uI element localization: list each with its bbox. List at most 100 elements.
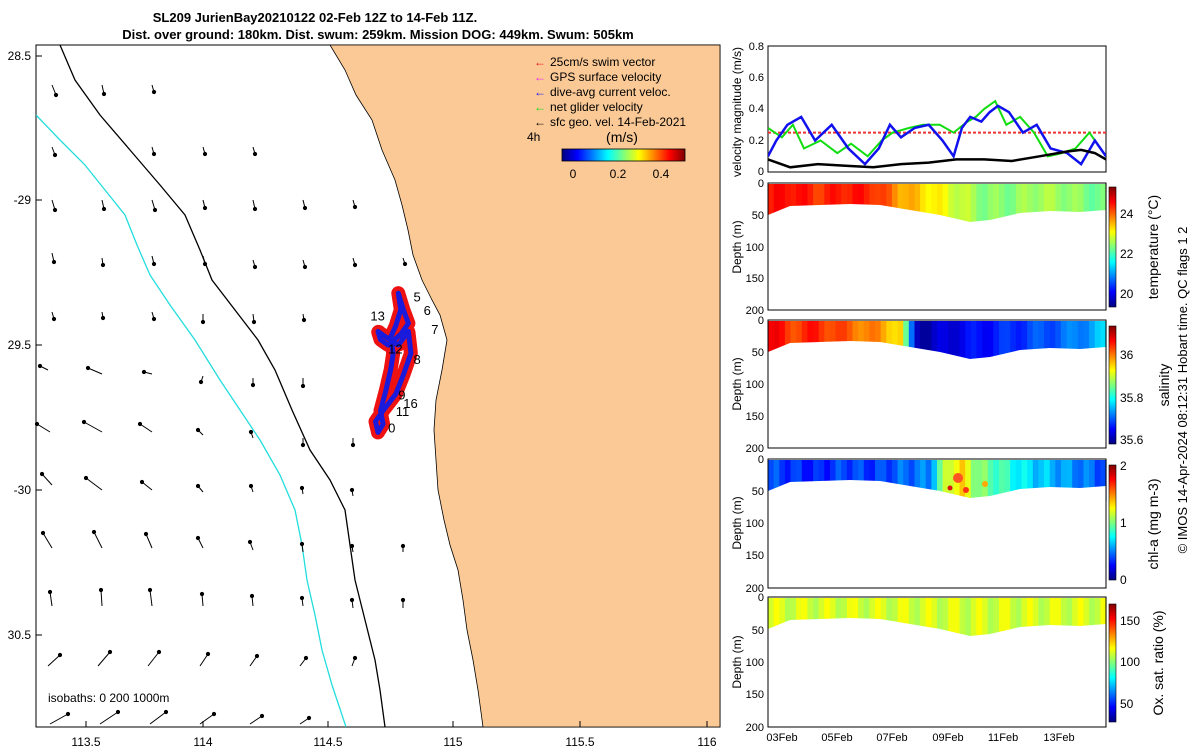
day-label: 13 [370,309,384,324]
oxygen-yticks: 0 50 100 150 200 [746,592,764,734]
section-cell [931,184,938,225]
section-cell [1089,460,1096,501]
section-cell [1100,460,1107,501]
section-cell [1010,184,1017,225]
section-cell [880,321,887,362]
section-cell [948,184,955,225]
section-cell [914,184,921,225]
section-cell [1049,184,1056,225]
salinity-colorbar [1108,325,1117,445]
temperature-cbar-tick: 20 [1120,287,1134,301]
section-cell [1055,184,1062,225]
oxygen-ytick: 200 [746,722,764,734]
chl-panel: 0 50 100 150 200 Depth (m) 0 1 2 chl-a (… [730,454,1161,595]
map-xtick-label: 113.5 [71,735,100,749]
section-cell [993,321,1000,362]
section-cell [773,598,780,640]
map-xtick-label: 116 [697,735,716,749]
temperature-ytick: 50 [752,210,764,222]
section-cell [903,184,910,225]
day-label: 5 [414,289,421,304]
velocity-ytick: 0 [758,166,764,178]
section-cell [807,598,814,640]
svg-text:←: ← [534,55,546,69]
section-cell [863,184,870,225]
oxygen-cbar-label: Ox. sat. ratio (%) [1150,610,1166,715]
section-cell [1094,598,1101,640]
section-cell [1094,184,1101,225]
section-cell [908,598,915,640]
section-cell [824,321,831,362]
day-label: 6 [424,303,431,318]
section-cell [813,460,820,501]
chl-ytick: 100 [746,518,764,530]
section-cell [801,598,808,640]
svg-text:sfc geo. vel. 14-Feb-2021: sfc geo. vel. 14-Feb-2021 [550,115,686,129]
section-cell [1010,460,1017,501]
section-cell [801,321,808,362]
section-cell [931,321,938,362]
section-cell [937,598,944,640]
oxygen-ylabel: Depth (m) [730,635,744,688]
section-cell [818,460,825,501]
section-cell [982,184,989,225]
legend-entry-sfc-geo: ← sfc geo. vel. 14-Feb-2021 [534,115,686,129]
section-cell [1055,598,1062,640]
temperature-ytick: 200 [746,305,764,317]
temperature-cbar-ticks: 20 22 24 [1120,207,1134,301]
section-cell [1060,598,1068,640]
section-cell [1015,460,1023,501]
section-cell [807,460,814,501]
section-cell [948,321,955,362]
oxygen-frame [767,596,1107,728]
section-cell [1021,460,1028,501]
temperature-yticks: 0 50 100 150 200 [746,178,764,317]
section-cell [920,184,927,225]
section-cell [891,598,899,640]
section-cell [920,598,927,640]
day-label: 9 [398,388,405,403]
section-cell [1027,184,1034,225]
section-cell [931,460,938,501]
velocity-yticks: 0 0.2 0.4 0.6 0.8 [749,41,764,178]
section-cell [897,321,904,362]
section-cell [1044,598,1051,640]
series-dive-avg-current [768,104,1106,166]
velocity-ytick: 0.2 [749,135,764,147]
section-cell [1066,460,1073,501]
section-cell [1083,598,1090,640]
section-cell [807,184,814,225]
temperature-ytick: 0 [758,178,764,190]
day-label: 0 [388,420,395,435]
salinity-ytick: 150 [746,411,764,423]
section-cell [830,184,837,225]
section-cell [1083,184,1090,225]
salinity-cbar-tick: 35.6 [1120,433,1144,447]
salinity-cbar-tick: 35.8 [1120,391,1144,405]
temperature-bottom [768,204,1106,310]
section-cell [959,598,966,640]
day-label: 11 [396,404,410,419]
section-cell [942,598,949,640]
section-cell [1089,184,1096,225]
section-cell [1100,598,1107,640]
section-cell [1032,184,1039,225]
map-colorbar-tick: 0.4 [653,167,670,181]
map-colorbar-tick: 0.2 [610,167,627,181]
velocity-ytick: 0.8 [749,41,764,53]
section-cell [1060,460,1068,501]
salinity-ytick: 0 [758,315,764,327]
isobath-200m [59,45,386,727]
section-cell [999,598,1006,640]
map-xtick-label: 115.5 [565,735,594,749]
section-cell [784,460,792,501]
section-cell [993,460,1000,501]
section-cell [830,321,837,362]
section-cell [897,598,904,640]
day-label: 8 [414,352,421,367]
section-cell [987,460,994,501]
velocity-ytick: 0.4 [749,103,764,115]
map-legend: ← 25cm/s swim vector ← GPS surface velocit… [534,55,686,129]
section-cell [1027,321,1034,362]
section-cell [948,598,955,640]
